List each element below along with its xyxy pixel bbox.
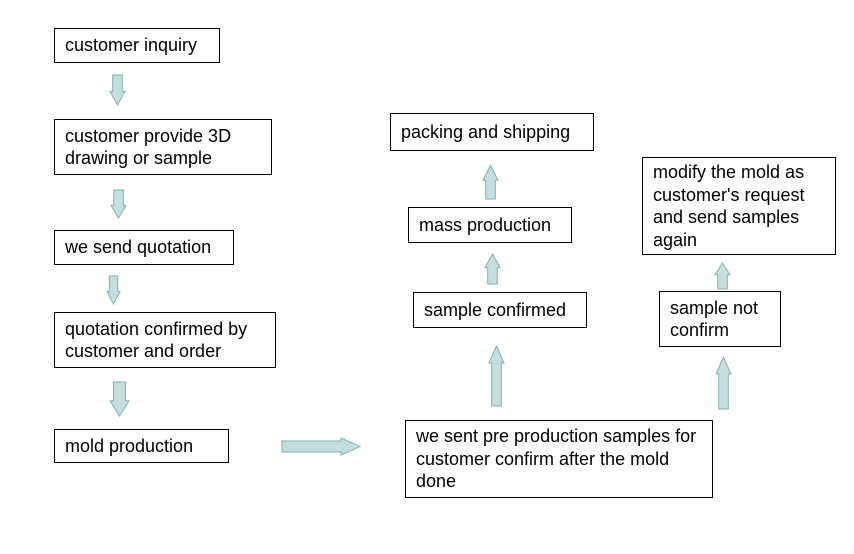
node-provide-3d-drawing: customer provide 3D drawing or sample: [54, 119, 272, 175]
node-quotation-confirmed: quotation confirmed by customer and orde…: [54, 312, 276, 368]
node-label: modify the mold as customer's request an…: [653, 161, 825, 251]
node-sample-confirmed: sample confirmed: [413, 292, 587, 328]
node-customer-inquiry: customer inquiry: [54, 28, 220, 63]
node-sample-not-confirm: sample not confirm: [659, 291, 781, 347]
node-label: packing and shipping: [401, 121, 570, 144]
node-label: customer provide 3D drawing or sample: [65, 125, 261, 170]
node-preproduction-samples: we sent pre production samples for custo…: [405, 420, 713, 498]
node-mold-production: mold production: [54, 429, 229, 463]
node-modify-mold: modify the mold as customer's request an…: [642, 157, 836, 255]
node-label: mold production: [65, 435, 193, 458]
arrow-a1: [110, 75, 125, 105]
arrow-a2: [111, 190, 126, 218]
node-label: sample confirmed: [424, 299, 566, 322]
node-label: quotation confirmed by customer and orde…: [65, 318, 265, 363]
arrow-a6: [489, 346, 504, 406]
node-label: sample not confirm: [670, 297, 770, 342]
node-packing-shipping: packing and shipping: [390, 113, 594, 151]
arrow-a4: [110, 382, 129, 416]
node-send-quotation: we send quotation: [54, 230, 234, 265]
arrow-a10: [483, 165, 498, 199]
node-mass-production: mass production: [408, 207, 572, 243]
node-label: we send quotation: [65, 236, 211, 259]
arrow-a7: [716, 357, 731, 409]
node-label: mass production: [419, 214, 551, 237]
arrow-a5: [282, 438, 360, 455]
node-label: we sent pre production samples for custo…: [416, 425, 702, 493]
node-label: customer inquiry: [65, 34, 197, 57]
arrow-a3: [107, 276, 120, 304]
arrow-a9: [485, 254, 500, 284]
arrow-a8: [715, 263, 730, 289]
